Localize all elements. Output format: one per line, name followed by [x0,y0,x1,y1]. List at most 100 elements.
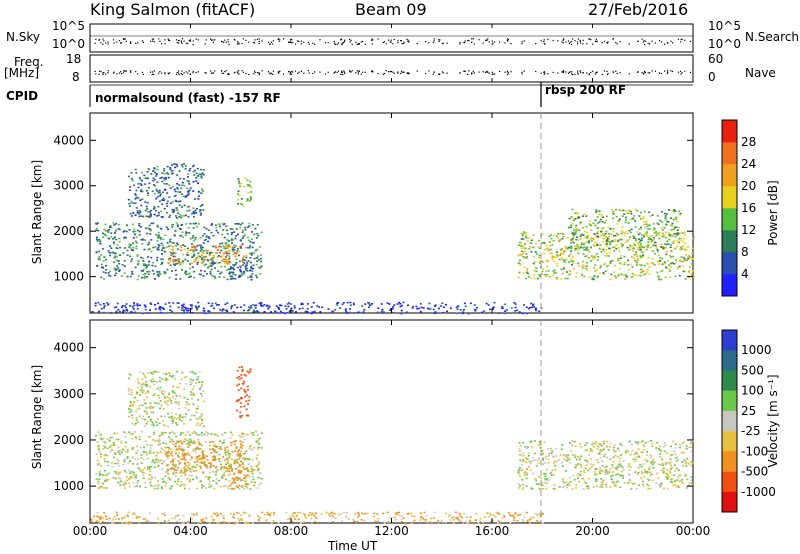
status-dot [271,41,273,43]
echo-cell [683,231,686,233]
echo-cell [618,463,621,466]
echo-cell [154,278,156,280]
status-dot [570,73,573,75]
echo-cell [135,416,138,419]
echo-cell [189,222,192,225]
nsky-label: N.Sky [6,30,41,44]
echo-cell [616,465,619,468]
echo-cell [553,484,556,486]
echo-cell [665,476,668,478]
echo-cell [594,219,597,221]
status-dot [562,39,564,41]
echo-cell [583,246,586,249]
echo-cell [244,396,247,398]
echo-cell [164,415,166,418]
echo-cell [661,469,664,471]
echo-cell [202,275,205,277]
echo-cell [674,443,677,445]
echo-cell [620,470,623,473]
status-dot [180,40,182,42]
echo-cell [635,253,638,255]
echo-cell [574,218,577,220]
echo-cell [175,217,178,219]
echo-cell [257,469,260,472]
echo-cell [561,258,563,261]
echo-cell [224,246,227,248]
echo-cell [132,223,135,226]
echo-cell [676,241,679,244]
echo-cell [526,240,529,242]
echo-cell [97,301,100,304]
echo-cell [627,264,630,266]
echo-cell [118,465,121,467]
status-dot [579,70,581,72]
echo-cell [145,215,148,218]
echo-cell [454,511,457,514]
echo-cell [246,385,249,388]
echo-cell [369,304,372,306]
echo-cell [675,460,678,462]
echo-cell [157,371,160,373]
echo-cell [161,244,164,247]
echo-cell [157,243,160,246]
echo-cell [223,262,226,265]
echo-cell [275,311,278,314]
echo-cell [571,239,574,241]
echo-cell [126,449,129,451]
echo-cell [525,306,528,308]
echo-cell [99,240,102,242]
echo-cell [186,439,189,442]
echo-cell [143,425,146,428]
echo-cell [128,377,131,380]
echo-cell [521,233,524,235]
echo-cell [246,179,249,182]
status-dot [169,72,171,74]
echo-cell [158,376,161,379]
echo-cell [191,392,194,394]
echo-cell [161,191,164,194]
echo-cell [96,239,99,242]
echo-cell [632,247,635,249]
echo-cell [622,469,625,471]
echo-cell [605,465,608,468]
echo-cell [177,478,180,480]
echo-cell [140,189,143,191]
echo-cell [164,377,167,379]
echo-cell [549,472,552,474]
echo-cell [240,479,243,481]
echo-cell [653,460,656,463]
status-dot [543,73,545,75]
echo-cell [183,215,185,217]
echo-cell [172,169,175,172]
echo-cell [227,487,230,490]
echo-cell [125,306,128,309]
echo-cell [226,259,228,261]
echo-cell [669,246,672,248]
echo-cell [144,440,147,442]
status-dot [403,71,405,73]
echo-cell [113,444,116,446]
echo-cell [197,441,200,444]
echo-cell [131,311,134,314]
echo-cell [568,255,570,257]
echo-cell [120,442,123,444]
echo-cell [346,301,349,304]
echo-cell [604,237,607,239]
echo-cell [540,487,543,490]
echo-cell [582,247,585,249]
echo-cell [230,233,233,236]
status-dot [607,73,609,75]
echo-cell [189,470,192,473]
echo-cell [599,248,602,250]
echo-cell [417,307,420,310]
status-dot [269,43,271,45]
echo-cell [149,379,152,382]
status-dot [664,43,666,45]
echo-cell [674,457,677,459]
echo-cell [226,261,228,263]
status-dot [464,41,466,44]
status-dot [289,41,291,43]
status-dot [607,73,609,76]
status-dot [336,71,338,73]
echo-cell [246,414,249,416]
